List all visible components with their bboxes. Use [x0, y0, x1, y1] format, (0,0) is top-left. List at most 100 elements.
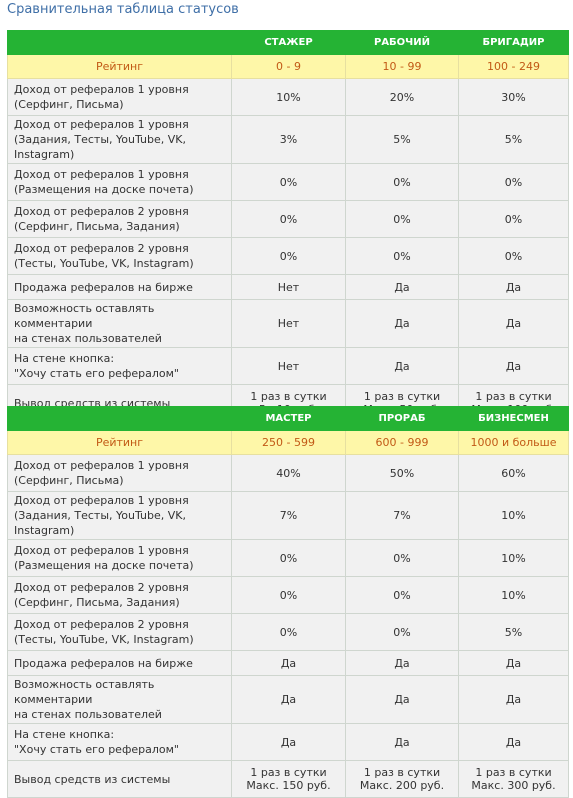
cell-value: Да — [458, 274, 569, 300]
row-label: Доход от рефералов 1 уровня (Размещения н… — [7, 539, 232, 577]
cell-value: Да — [345, 650, 459, 676]
row-label-main: На стене кнопка: — [14, 352, 115, 365]
cell-value: 0% — [231, 539, 346, 577]
row-label-detail: (Размещения на доске почета) — [14, 559, 194, 572]
cell-value: Да — [231, 650, 346, 676]
cell-value: 40% — [231, 454, 346, 492]
row-label-main: Доход от рефералов 1 уровня — [14, 544, 189, 557]
row-label-detail: "Хочу стать его рефералом" — [14, 367, 179, 380]
withdraw-amount: Макс. 200 руб. — [359, 779, 445, 792]
cell-value: Да — [345, 723, 459, 761]
withdraw-value: 1 раз в сутки Макс. 150 руб. — [231, 760, 346, 798]
cell-value: Нет — [231, 347, 346, 385]
cell-value: Да — [345, 347, 459, 385]
cell-value: Да — [458, 650, 569, 676]
withdraw-row: Вывод средств из системы 1 раз в сутки Мак… — [7, 760, 569, 798]
cell-value: Да — [345, 675, 459, 724]
status-table-1: СТАЖЕР РАБОЧИЙ БРИГАДИР Рейтинг 0 - 9 10 - 99… — [7, 30, 569, 422]
cell-value: Нет — [231, 299, 346, 348]
row-label-main: Продажа рефералов на бирже — [14, 656, 193, 670]
row-label-main: Доход от рефералов 2 уровня — [14, 242, 189, 255]
row-label-detail: (Задания, Тесты, YouTube, VK, Instagram) — [14, 133, 186, 161]
row-label: На стене кнопка: "Хочу стать его реферало… — [7, 347, 232, 385]
row-label: Доход от рефералов 1 уровня (Серфинг, Пис… — [7, 78, 232, 116]
cell-value: Да — [231, 675, 346, 724]
rating-range: 10 - 99 — [345, 54, 459, 79]
cell-value: 20% — [345, 78, 459, 116]
row-label: Продажа рефералов на бирже — [7, 274, 232, 300]
row-label: Доход от рефералов 2 уровня (Тесты, YouTu… — [7, 237, 232, 275]
row-label: Возможность оставлять комментарии на стен… — [7, 299, 232, 348]
row-label-detail: на стенах пользователей — [14, 708, 162, 721]
cell-value: 5% — [458, 115, 569, 164]
row-label-main: Доход от рефералов 1 уровня — [14, 83, 189, 96]
cell-value: 10% — [458, 539, 569, 577]
row-label-detail: (Серфинг, Письма, Задания) — [14, 596, 180, 609]
row-label: Доход от рефералов 1 уровня (Серфинг, Пис… — [7, 454, 232, 492]
header-row: МАСТЕР ПРОРАБ БИЗНЕСМЕН — [7, 406, 569, 431]
row-label-detail: (Размещения на доске почета) — [14, 183, 194, 196]
cell-value: Нет — [231, 274, 346, 300]
cell-value: 0% — [458, 163, 569, 201]
cell-value: 0% — [345, 163, 459, 201]
row-label-main: На стене кнопка: — [14, 728, 115, 741]
withdraw-value: 1 раз в сутки Макс. 300 руб. — [458, 760, 569, 798]
row-label: Доход от рефералов 2 уровня (Серфинг, Пис… — [7, 576, 232, 614]
table-row: Доход от рефералов 1 уровня (Размещения н… — [7, 539, 569, 577]
cell-value: 3% — [231, 115, 346, 164]
table-row: Доход от рефералов 1 уровня (Серфинг, Пис… — [7, 454, 569, 492]
row-label-main: Продажа рефералов на бирже — [14, 280, 193, 294]
withdraw-frequency: 1 раз в сутки — [475, 390, 552, 403]
withdraw-frequency: 1 раз в сутки — [250, 766, 327, 779]
rating-range: 250 - 599 — [231, 430, 346, 455]
cell-value: 10% — [231, 78, 346, 116]
cell-value: Да — [231, 723, 346, 761]
cell-value: 5% — [458, 613, 569, 651]
table-row: Доход от рефералов 1 уровня (Размещения н… — [7, 163, 569, 201]
cell-value: 0% — [345, 237, 459, 275]
row-label-detail: (Тесты, YouTube, VK, Instagram) — [14, 257, 194, 270]
cell-value: 10% — [458, 576, 569, 614]
cell-value: 10% — [458, 491, 569, 540]
cell-value: 7% — [231, 491, 346, 540]
cell-value: Да — [458, 723, 569, 761]
row-label-main: Доход от рефералов 1 уровня — [14, 118, 189, 131]
row-label-detail: на стенах пользователей — [14, 332, 162, 345]
table-row: Доход от рефералов 1 уровня (Задания, Тес… — [7, 115, 569, 164]
status-column-header: МАСТЕР — [231, 406, 346, 431]
row-label: Возможность оставлять комментарии на стен… — [7, 675, 232, 724]
cell-value: 0% — [345, 576, 459, 614]
rating-row: Рейтинг 250 - 599 600 - 999 1000 и больше — [7, 430, 569, 455]
cell-value: 0% — [231, 613, 346, 651]
withdraw-frequency: 1 раз в сутки — [363, 766, 441, 779]
table-row: Доход от рефералов 2 уровня (Тесты, YouTu… — [7, 613, 569, 651]
cell-value: 50% — [345, 454, 459, 492]
row-label: На стене кнопка: "Хочу стать его реферало… — [7, 723, 232, 761]
cell-value: Да — [345, 299, 459, 348]
cell-value: 0% — [458, 237, 569, 275]
table-row: На стене кнопка: "Хочу стать его реферало… — [7, 347, 569, 385]
cell-value: 0% — [345, 539, 459, 577]
cell-value: 0% — [231, 237, 346, 275]
status-column-header: РАБОЧИЙ — [345, 30, 459, 55]
cell-value: 7% — [345, 491, 459, 540]
cell-value: 30% — [458, 78, 569, 116]
header-blank — [7, 406, 232, 431]
cell-value: Да — [458, 299, 569, 348]
row-label-detail: (Серфинг, Письма) — [14, 474, 124, 487]
rating-range: 100 - 249 — [458, 54, 569, 79]
rating-label: Рейтинг — [7, 430, 232, 455]
withdraw-frequency: 1 раз в сутки — [363, 390, 441, 403]
table-row: Продажа рефералов на бирже Да Да Да — [7, 650, 569, 676]
cell-value: 60% — [458, 454, 569, 492]
table-row: Доход от рефералов 1 уровня (Задания, Тес… — [7, 491, 569, 540]
rating-label: Рейтинг — [7, 54, 232, 79]
status-table-2: МАСТЕР ПРОРАБ БИЗНЕСМЕН Рейтинг 250 - 599 600… — [7, 406, 569, 798]
withdraw-amount: Макс. 300 руб. — [471, 779, 556, 792]
withdraw-label: Вывод средств из системы — [7, 760, 232, 798]
row-label: Доход от рефералов 2 уровня (Тесты, YouTu… — [7, 613, 232, 651]
table-row: Продажа рефералов на бирже Нет Да Да — [7, 274, 569, 300]
withdraw-frequency: 1 раз в сутки — [250, 390, 327, 403]
status-column-header: БРИГАДИР — [458, 30, 569, 55]
withdraw-value: 1 раз в сутки Макс. 200 руб. — [345, 760, 459, 798]
